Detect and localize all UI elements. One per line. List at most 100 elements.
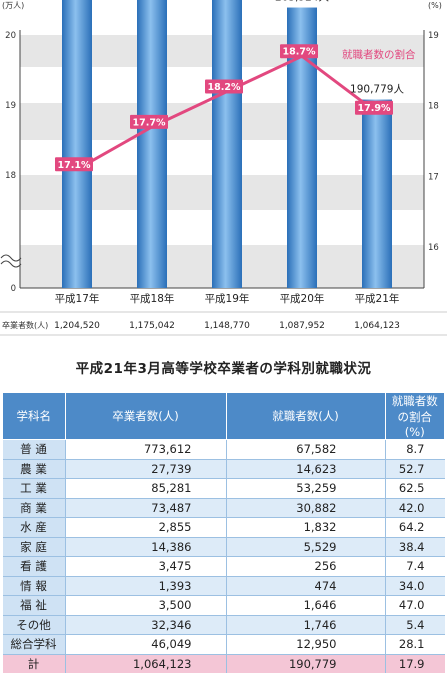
department-cell: 総合学科 — [2, 634, 66, 655]
category-label: 平成18年 — [130, 292, 175, 305]
department-cell: 工 業 — [2, 478, 66, 499]
line-series-label: 就職者数の割合 — [342, 48, 416, 61]
graduates-cell: 32,346 — [65, 615, 227, 635]
department-cell: 計 — [2, 654, 66, 673]
ratio-cell: 17.9 — [385, 654, 445, 673]
ratio-cell: 7.4 — [385, 556, 445, 577]
ratio-cell: 28.1 — [385, 634, 445, 655]
department-cell: その他 — [2, 615, 66, 635]
bar — [212, 0, 242, 289]
ratio-cell: 52.7 — [385, 459, 445, 479]
right-tick-label: 19 — [428, 31, 439, 41]
right-tick-label: 17 — [428, 172, 439, 182]
ratio-cell: 64.2 — [385, 517, 445, 538]
graduates-cell: 773,612 — [65, 439, 227, 460]
ratio-label-box — [355, 100, 393, 115]
employed-cell: 5,529 — [226, 537, 386, 557]
left-tick-label: 0 — [11, 284, 16, 294]
ratio-cell: 34.0 — [385, 576, 445, 596]
bar — [137, 0, 167, 289]
graduates-cell: 1,064,123 — [65, 654, 227, 673]
employed-cell: 30,882 — [226, 498, 386, 518]
department-cell: 家 庭 — [2, 537, 66, 557]
table-row: 普 通 773,612 67,582 8.7 — [2, 439, 445, 460]
bar-value-label: 203,924人 — [275, 0, 329, 4]
employed-cell: 1,746 — [226, 615, 386, 635]
bar-value-label: 190,779人 — [350, 84, 404, 96]
table-row: 家 庭 14,386 5,529 38.4 — [2, 537, 445, 557]
table-header-cell: 学科名 — [2, 392, 66, 440]
table-row: 福 祉 3,500 1,646 47.0 — [2, 595, 445, 616]
graduates-value: 1,204,520 — [54, 321, 100, 331]
ratio-cell: 38.4 — [385, 537, 445, 557]
ratio-label-box — [130, 114, 168, 129]
graduates-cell: 73,487 — [65, 498, 227, 518]
department-cell: 農 業 — [2, 459, 66, 479]
employed-cell: 1,646 — [226, 595, 386, 616]
table-row: 看 護 3,475 256 7.4 — [2, 556, 445, 577]
ratio-cell: 62.5 — [385, 478, 445, 499]
graduates-value: 1,064,123 — [354, 321, 400, 331]
table-header-row: 学科名 卒業者数(人) 就職者数(人) 就職者数の割合(%) — [2, 392, 445, 440]
table-row: 水 産 2,855 1,832 64.2 — [2, 517, 445, 538]
department-cell: 福 祉 — [2, 595, 66, 616]
ratio-label: 17.7% — [133, 117, 166, 128]
left-tick-label: 19 — [5, 101, 16, 111]
right-unit-label: (%) — [428, 1, 442, 10]
department-table: 学科名 卒業者数(人) 就職者数(人) 就職者数の割合(%) 普 通 773,612 67… — [2, 392, 445, 673]
employed-cell: 190,779 — [226, 654, 386, 673]
ratio-cell: 42.0 — [385, 498, 445, 518]
graduates-value: 1,175,042 — [129, 321, 175, 331]
right-tick-label: 18 — [428, 102, 439, 112]
ratio-label: 18.7% — [283, 47, 316, 58]
left-tick-label: 20 — [5, 31, 16, 41]
employed-cell: 1,832 — [226, 517, 386, 538]
ratio-label-box — [205, 79, 243, 94]
table-row: 総合学科 46,049 12,950 28.1 — [2, 634, 445, 655]
department-cell: 看 護 — [2, 556, 66, 577]
table-row: 商 業 73,487 30,882 42.0 — [2, 498, 445, 518]
graduates-cell: 14,386 — [65, 537, 227, 557]
ratio-label: 17.9% — [358, 103, 391, 114]
ratio-cell: 47.0 — [385, 595, 445, 616]
right-tick-label: 16 — [428, 243, 439, 253]
left-unit-label: (万人) — [2, 1, 24, 10]
graduates-cell: 27,739 — [65, 459, 227, 479]
table-row: 農 業 27,739 14,623 52.7 — [2, 459, 445, 479]
graduates-value: 1,087,952 — [279, 321, 325, 331]
ratio-label-box — [55, 157, 93, 172]
graduates-cell: 46,049 — [65, 634, 227, 655]
employed-cell: 474 — [226, 576, 386, 596]
table-row: その他 32,346 1,746 5.4 — [2, 615, 445, 635]
table-header-cell: 就職者数(人) — [225, 392, 386, 440]
department-cell: 情 報 — [2, 576, 66, 596]
employed-cell: 67,582 — [226, 439, 386, 460]
table-total-row: 計 1,064,123 190,779 17.9 — [2, 654, 445, 673]
ratio-label-box — [280, 44, 318, 59]
graduates-cell: 1,393 — [65, 576, 227, 596]
graduates-cell: 2,855 — [65, 517, 227, 538]
category-label: 平成21年 — [355, 292, 400, 305]
graduates-cell: 3,475 — [65, 556, 227, 577]
graduates-value: 1,148,770 — [204, 321, 250, 331]
graduates-cell: 85,281 — [65, 478, 227, 499]
graduates-row-label: 卒業者数(人) — [2, 320, 48, 330]
employed-cell: 14,623 — [226, 459, 386, 479]
ratio-cell: 8.7 — [385, 439, 445, 460]
ratio-cell: 5.4 — [385, 615, 445, 635]
table-header-cell: 卒業者数(人) — [64, 392, 227, 440]
bar — [362, 99, 392, 288]
table-header-cell: 就職者数の割合(%) — [384, 392, 445, 440]
department-cell: 普 通 — [2, 439, 66, 460]
table-row: 情 報 1,393 474 34.0 — [2, 576, 445, 596]
employed-cell: 53,259 — [226, 478, 386, 499]
department-cell: 商 業 — [2, 498, 66, 518]
bar — [62, 0, 92, 289]
category-label: 平成17年 — [55, 292, 100, 305]
ratio-label: 17.1% — [58, 160, 91, 171]
table-row: 工 業 85,281 53,259 62.5 — [2, 478, 445, 499]
axis-break-mark — [0, 254, 22, 268]
table-title: 平成21年3月高等学校卒業者の学科別就職状況 — [75, 361, 372, 377]
employed-cell: 256 — [226, 556, 386, 577]
